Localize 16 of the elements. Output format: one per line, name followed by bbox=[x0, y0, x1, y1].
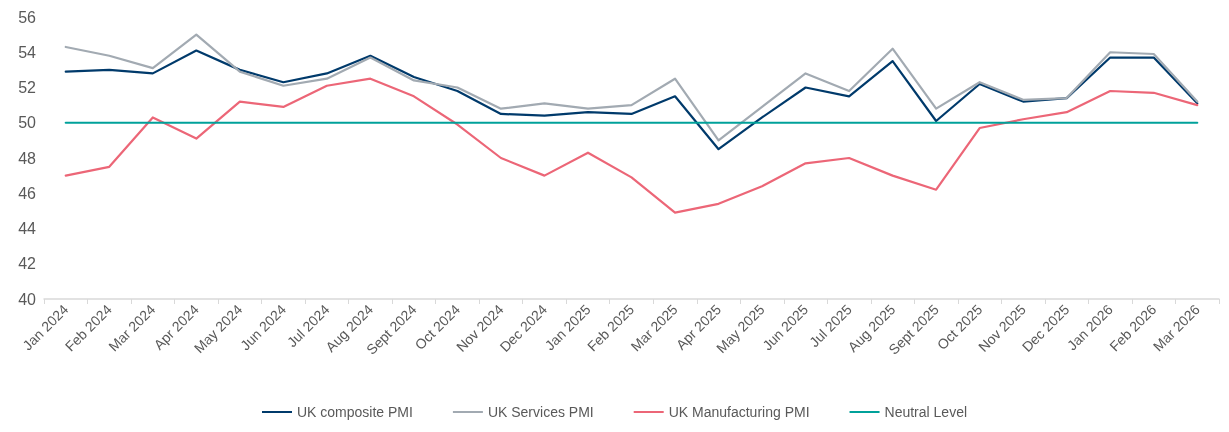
line-series bbox=[64, 77, 1199, 214]
y-tick-label: 48 bbox=[18, 149, 37, 167]
y-tick-label: 40 bbox=[18, 290, 37, 308]
y-tick-label: 46 bbox=[18, 184, 37, 202]
legend-label: UK Services PMI bbox=[487, 404, 594, 420]
y-tick-label: 56 bbox=[18, 8, 37, 26]
y-tick-label: 54 bbox=[18, 43, 37, 61]
legend-label: UK composite PMI bbox=[296, 404, 413, 420]
line-series bbox=[64, 33, 1199, 142]
legend-label: UK Manufacturing PMI bbox=[668, 404, 810, 420]
legend-label: Neutral Level bbox=[884, 404, 968, 420]
y-tick-label: 50 bbox=[18, 114, 37, 132]
line-series bbox=[64, 49, 1199, 151]
y-tick-label: 42 bbox=[18, 255, 37, 273]
y-tick-label: 44 bbox=[18, 220, 37, 237]
y-tick-label: 52 bbox=[18, 79, 37, 96]
